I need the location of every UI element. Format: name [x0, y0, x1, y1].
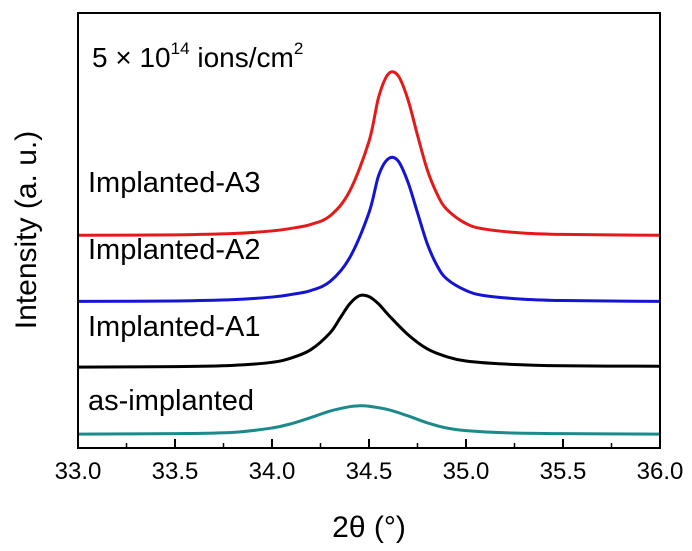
- y-axis-title: Intensity (a. u.): [10, 131, 43, 329]
- dose-annotation-exponent: 14: [171, 39, 190, 58]
- series-label-implanted-a1: Implanted-A1: [88, 311, 261, 343]
- x-axis: 33.0 33.5 34.0 34.5 35.0 35.5 36.0: [55, 439, 684, 485]
- x-tick-label: 34.0: [249, 458, 296, 485]
- dose-annotation-unit-exponent: 2: [294, 39, 303, 58]
- series-layer: [77, 70, 661, 436]
- series-line-implanted-a1: [77, 293, 661, 369]
- dose-annotation: 5 × 1014 ions/cm2: [92, 39, 303, 73]
- series-label-as-implanted: as-implanted: [88, 385, 254, 417]
- series-line-as-implanted: [77, 404, 661, 436]
- series-label-implanted-a2: Implanted-A2: [88, 234, 261, 266]
- plot-frame: [77, 12, 661, 449]
- x-tick-label: 35.0: [443, 458, 490, 485]
- x-tick-label: 35.5: [540, 458, 587, 485]
- x-tick-label: 33.5: [152, 458, 199, 485]
- x-axis-title: 2θ (°): [332, 511, 406, 544]
- series-line-implanted-a2: [77, 155, 661, 303]
- series-label-implanted-a3: Implanted-A3: [88, 167, 261, 199]
- x-tick-label: 33.0: [55, 458, 102, 485]
- series-line-implanted-a3: [77, 70, 661, 237]
- x-tick-label: 34.5: [346, 458, 393, 485]
- dose-annotation-unit: ions/cm: [190, 42, 294, 73]
- dose-annotation-prefix: 5 × 10: [92, 42, 171, 73]
- x-tick-label: 36.0: [637, 458, 684, 485]
